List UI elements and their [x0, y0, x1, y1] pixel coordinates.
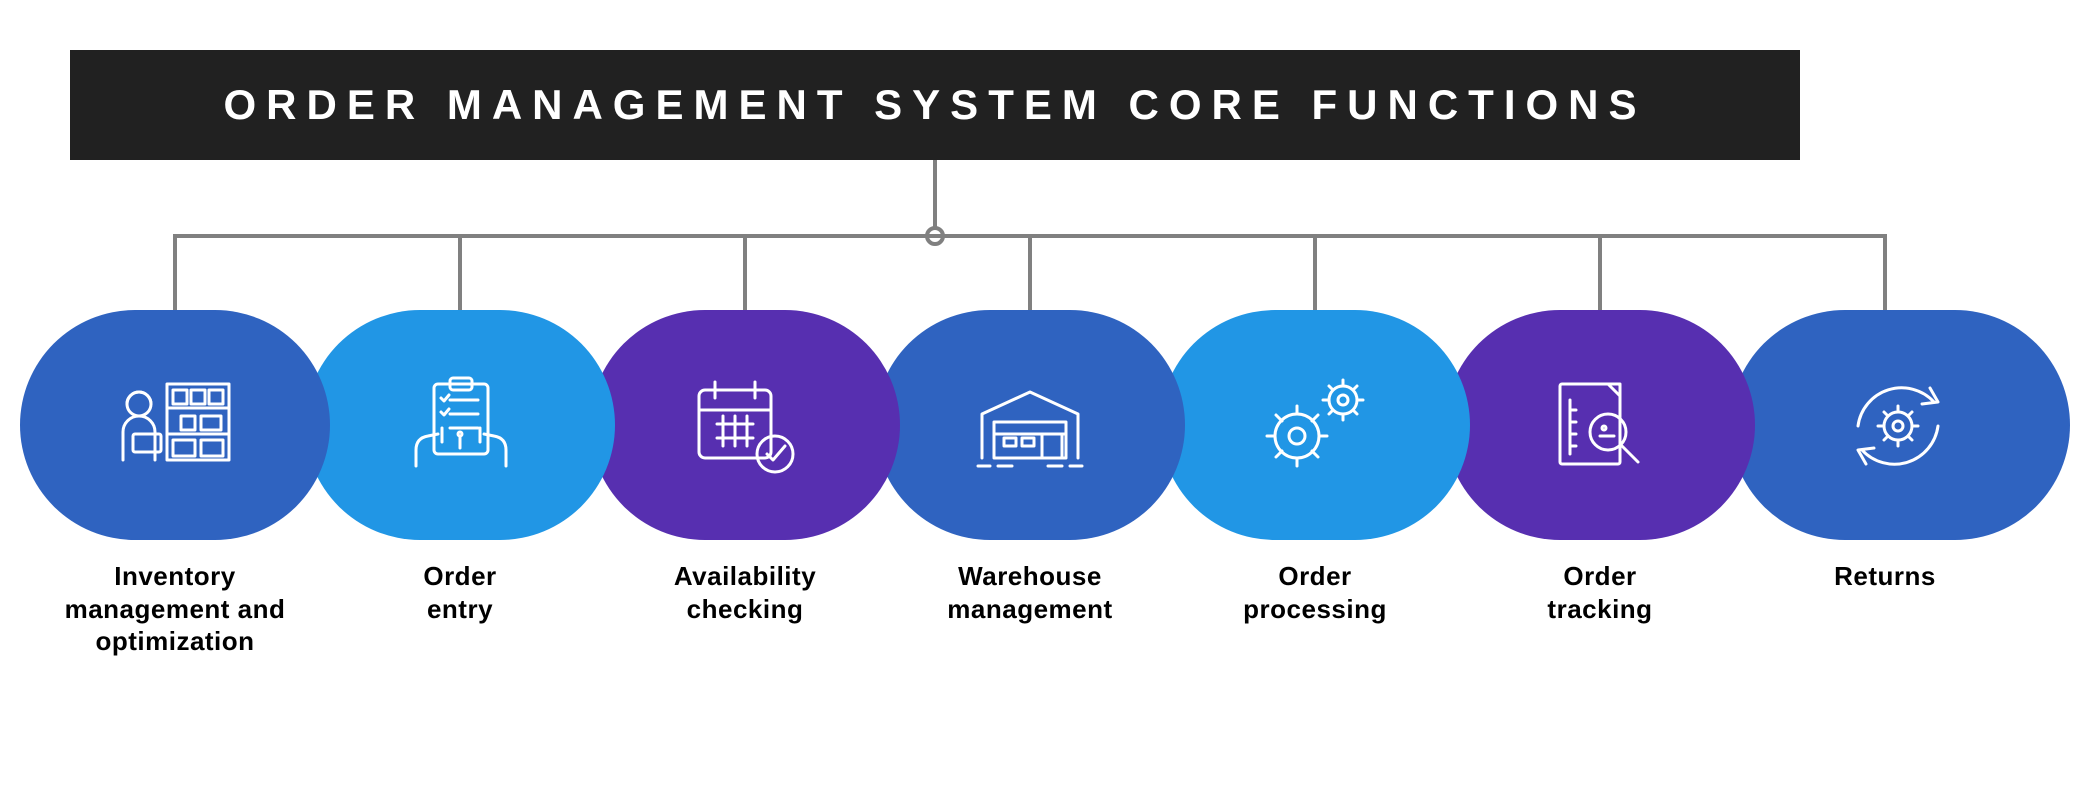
- function-label-inventory: Inventorymanagement andoptimization: [35, 560, 315, 658]
- label-line: management and: [35, 593, 315, 626]
- warehouse-icon: [964, 370, 1096, 480]
- label-line: Warehouse: [890, 560, 1170, 593]
- order-entry-icon: [394, 370, 526, 480]
- function-label-warehouse: Warehousemanagement: [890, 560, 1170, 625]
- function-bubble-inventory: [20, 310, 330, 540]
- returns-icon: [1834, 370, 1966, 480]
- label-line: Returns: [1745, 560, 2025, 593]
- tracking-icon: [1534, 370, 1666, 480]
- function-bubble-warehouse: [875, 310, 1185, 540]
- infographic-stage: ORDER MANAGEMENT SYSTEM CORE FUNCTIONS I…: [0, 0, 2080, 809]
- label-line: Inventory: [35, 560, 315, 593]
- label-line: management: [890, 593, 1170, 626]
- label-line: Availability: [605, 560, 885, 593]
- function-label-availability: Availabilitychecking: [605, 560, 885, 625]
- label-line: Order: [1175, 560, 1455, 593]
- function-bubble-availability: [590, 310, 900, 540]
- label-line: optimization: [35, 625, 315, 658]
- availability-icon: [679, 370, 811, 480]
- function-label-tracking: Ordertracking: [1460, 560, 1740, 625]
- function-bubble-processing: [1160, 310, 1470, 540]
- processing-icon: [1249, 370, 1381, 480]
- label-line: Order: [1460, 560, 1740, 593]
- label-line: entry: [320, 593, 600, 626]
- connector-vertical: [933, 160, 937, 232]
- function-label-returns: Returns: [1745, 560, 2025, 593]
- function-bubble-order-entry: [305, 310, 615, 540]
- label-line: tracking: [1460, 593, 1740, 626]
- page-title: ORDER MANAGEMENT SYSTEM CORE FUNCTIONS: [223, 81, 1646, 129]
- function-bubble-returns: [1730, 310, 2070, 540]
- title-bar: ORDER MANAGEMENT SYSTEM CORE FUNCTIONS: [70, 50, 1800, 160]
- inventory-icon: [109, 370, 241, 480]
- label-line: checking: [605, 593, 885, 626]
- label-line: processing: [1175, 593, 1455, 626]
- function-bubble-tracking: [1445, 310, 1755, 540]
- function-label-processing: Orderprocessing: [1175, 560, 1455, 625]
- function-label-order-entry: Orderentry: [320, 560, 600, 625]
- label-line: Order: [320, 560, 600, 593]
